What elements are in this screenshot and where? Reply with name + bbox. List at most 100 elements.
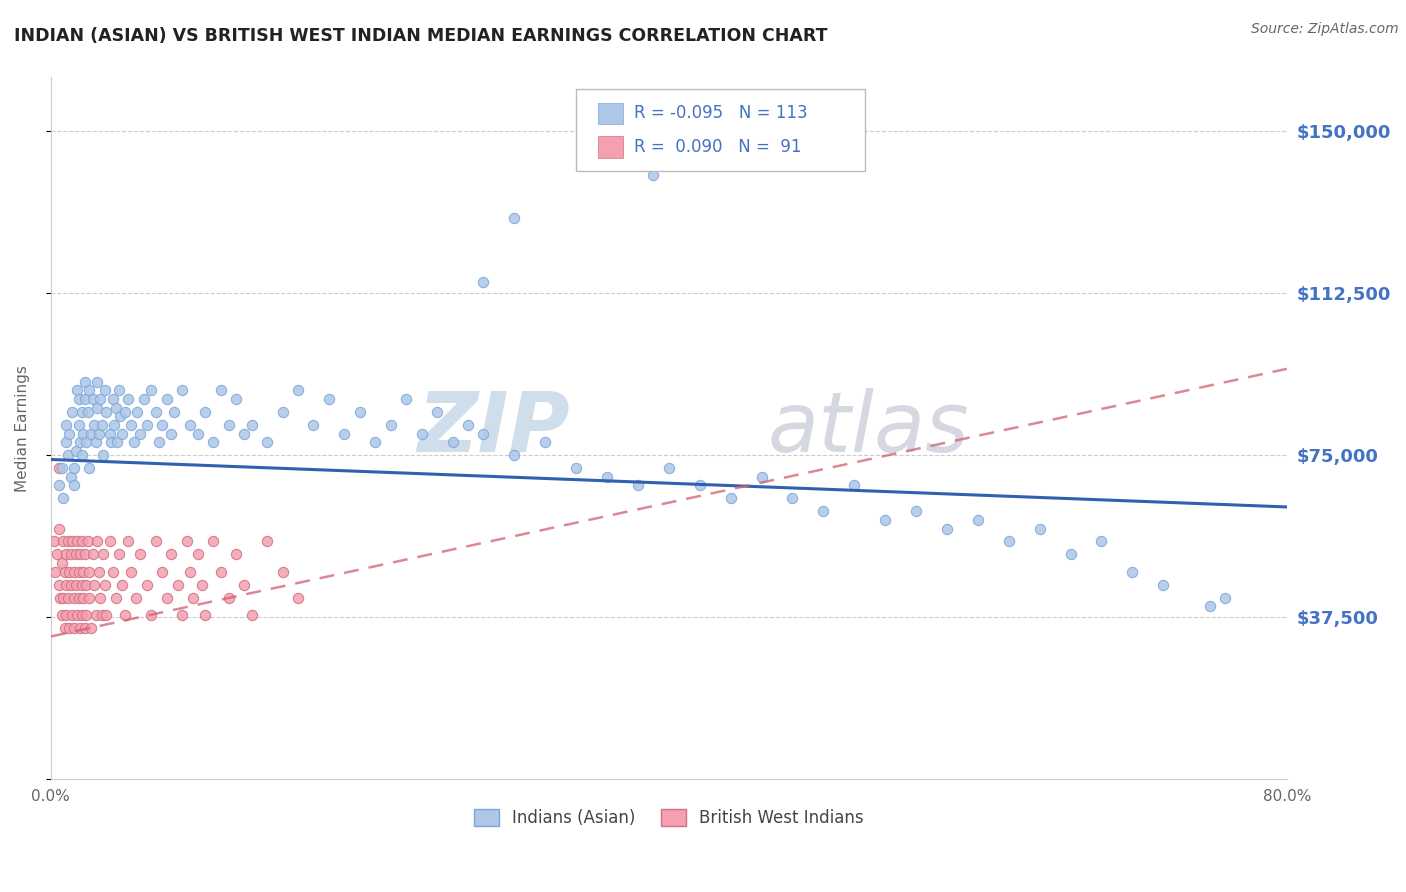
Text: R =  0.090   N =  91: R = 0.090 N = 91	[634, 138, 801, 156]
Point	[689, 478, 711, 492]
Point	[240, 417, 263, 432]
Point	[86, 534, 108, 549]
Point	[380, 417, 402, 432]
Point	[156, 392, 179, 406]
Point	[96, 405, 118, 419]
Point	[176, 534, 198, 549]
Point	[364, 435, 387, 450]
Point	[104, 401, 127, 415]
Point	[58, 621, 80, 635]
Point	[65, 548, 87, 562]
Point	[441, 435, 464, 450]
Point	[114, 607, 136, 622]
Point	[218, 417, 240, 432]
Point	[77, 405, 100, 419]
Point	[65, 577, 87, 591]
Point	[90, 417, 112, 432]
Point	[233, 426, 256, 441]
Text: Source: ZipAtlas.com: Source: ZipAtlas.com	[1251, 22, 1399, 37]
Point	[225, 392, 247, 406]
Point	[166, 577, 188, 591]
Point	[93, 448, 115, 462]
Point	[75, 577, 97, 591]
Point	[287, 591, 309, 605]
Point	[160, 548, 183, 562]
Point	[62, 534, 84, 549]
Point	[52, 591, 75, 605]
Point	[89, 591, 111, 605]
Point	[145, 534, 167, 549]
Point	[1213, 591, 1236, 605]
Point	[104, 591, 127, 605]
Point	[70, 448, 93, 462]
Point	[256, 435, 278, 450]
Point	[172, 607, 194, 622]
Point	[67, 417, 90, 432]
Point	[48, 577, 70, 591]
Y-axis label: Median Earnings: Median Earnings	[15, 365, 30, 491]
Point	[75, 607, 97, 622]
Point	[1059, 548, 1081, 562]
Point	[156, 591, 179, 605]
Point	[101, 392, 124, 406]
Point	[94, 577, 117, 591]
Point	[86, 375, 108, 389]
Point	[627, 478, 650, 492]
Point	[84, 435, 107, 450]
Point	[181, 591, 204, 605]
Point	[55, 548, 77, 562]
Point	[82, 548, 104, 562]
Legend: Indians (Asian), British West Indians: Indians (Asian), British West Indians	[467, 802, 870, 834]
Point	[73, 548, 96, 562]
Point	[187, 548, 209, 562]
Point	[333, 426, 356, 441]
Point	[472, 276, 495, 290]
Point	[141, 607, 163, 622]
Point	[70, 577, 93, 591]
Point	[349, 405, 371, 419]
Point	[79, 461, 101, 475]
Point	[62, 607, 84, 622]
Point	[55, 435, 77, 450]
Point	[48, 478, 70, 492]
Point	[160, 426, 183, 441]
Point	[89, 392, 111, 406]
Point	[59, 469, 82, 483]
Point	[69, 548, 91, 562]
Point	[782, 491, 804, 506]
Point	[67, 392, 90, 406]
Point	[141, 384, 163, 398]
Point	[98, 534, 121, 549]
Point	[63, 565, 86, 579]
Point	[110, 409, 132, 424]
Point	[240, 607, 263, 622]
Point	[83, 577, 105, 591]
Point	[1090, 534, 1112, 549]
Point	[70, 607, 93, 622]
Point	[90, 607, 112, 622]
Point	[59, 577, 82, 591]
Point	[191, 577, 214, 591]
Point	[111, 426, 134, 441]
Point	[120, 417, 142, 432]
Point	[145, 405, 167, 419]
Point	[411, 426, 433, 441]
Point	[1198, 599, 1220, 614]
Point	[75, 435, 97, 450]
Point	[233, 577, 256, 591]
Point	[87, 565, 110, 579]
Point	[86, 401, 108, 415]
Point	[114, 405, 136, 419]
Point	[69, 621, 91, 635]
Point	[51, 556, 73, 570]
Point	[93, 548, 115, 562]
Point	[49, 591, 72, 605]
Point	[395, 392, 418, 406]
Point	[80, 621, 103, 635]
Point	[66, 607, 89, 622]
Point	[534, 435, 557, 450]
Text: INDIAN (ASIAN) VS BRITISH WEST INDIAN MEDIAN EARNINGS CORRELATION CHART: INDIAN (ASIAN) VS BRITISH WEST INDIAN ME…	[14, 27, 828, 45]
Point	[209, 565, 232, 579]
Point	[63, 478, 86, 492]
Point	[67, 591, 90, 605]
